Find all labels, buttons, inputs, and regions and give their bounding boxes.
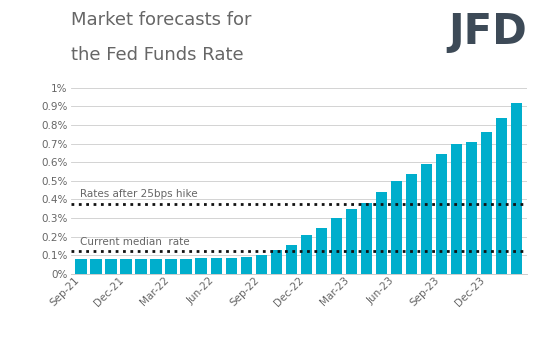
Bar: [390, 181, 402, 274]
Text: Rates after 25bps hike: Rates after 25bps hike: [80, 189, 197, 199]
Bar: [361, 203, 372, 274]
Bar: [481, 132, 492, 274]
Bar: [121, 259, 132, 274]
Bar: [435, 154, 447, 274]
Bar: [241, 257, 252, 274]
Text: Market forecasts for: Market forecasts for: [71, 11, 251, 28]
Bar: [256, 255, 267, 274]
Bar: [510, 102, 522, 274]
Text: JFD: JFD: [448, 11, 527, 53]
Bar: [211, 258, 222, 274]
Bar: [150, 259, 162, 274]
Bar: [136, 259, 147, 274]
Bar: [331, 218, 342, 274]
Bar: [376, 192, 387, 274]
Bar: [496, 118, 507, 274]
Bar: [286, 245, 297, 274]
Bar: [195, 258, 207, 274]
Text: the Fed Funds Rate: the Fed Funds Rate: [71, 46, 243, 64]
Bar: [75, 259, 87, 274]
Bar: [225, 258, 237, 274]
Bar: [451, 145, 462, 274]
Bar: [300, 235, 312, 274]
Bar: [166, 259, 176, 274]
Bar: [91, 259, 102, 274]
Bar: [345, 208, 357, 274]
Text: Current median  rate: Current median rate: [80, 237, 190, 247]
Bar: [421, 164, 432, 274]
Bar: [180, 259, 192, 274]
Bar: [270, 250, 282, 274]
Bar: [105, 259, 117, 274]
Bar: [465, 142, 477, 274]
Bar: [406, 174, 417, 274]
Bar: [315, 228, 327, 274]
